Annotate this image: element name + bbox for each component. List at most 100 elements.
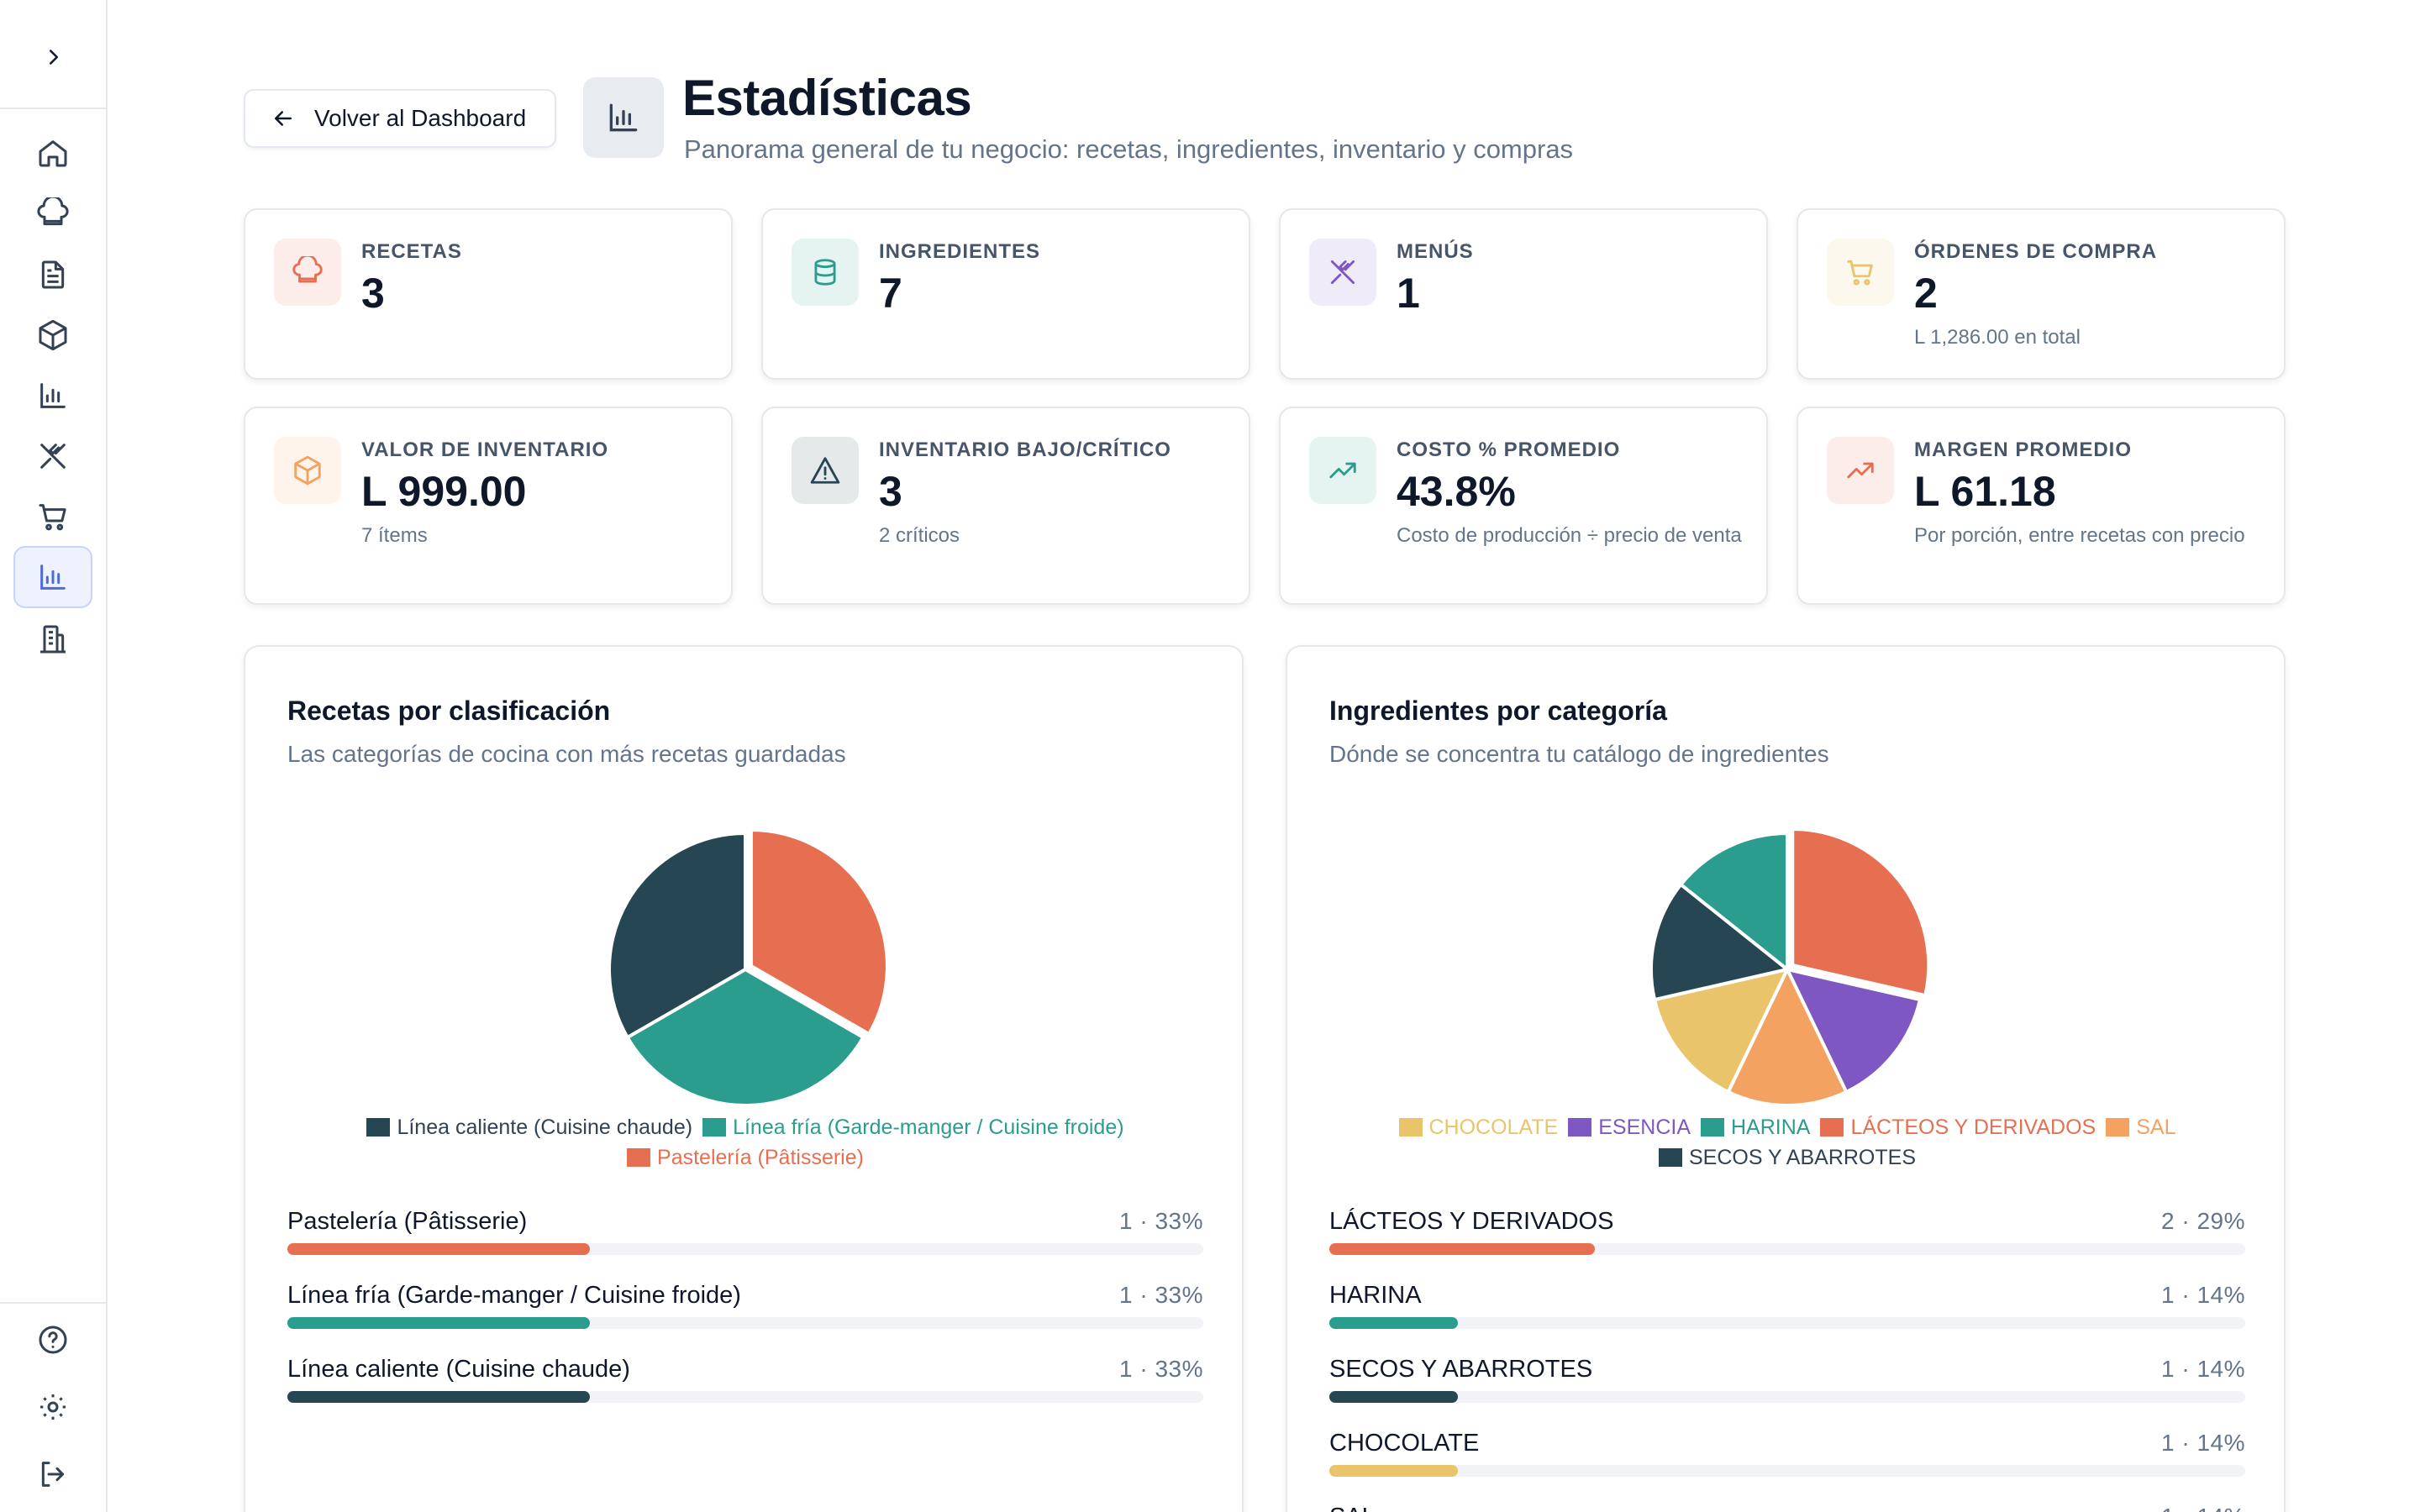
chef-hat-icon [274,239,341,306]
sidebar-help[interactable] [13,1309,92,1371]
legend-item[interactable]: Línea caliente (Cuisine chaude) [366,1112,692,1142]
category-label: HARINA [1329,1282,1422,1309]
legend-item[interactable]: SECOS Y ABARROTES [1658,1142,1916,1173]
pie-slice[interactable] [1784,967,1923,1095]
sidebar-item-documentos[interactable] [13,244,92,306]
box-icon [274,437,341,504]
panel-title: Ingredientes por categoría [1329,696,1667,726]
pie-slice[interactable] [1652,967,1791,1095]
category-count: 1 · 14% [2161,1504,2245,1512]
stat-card: COSTO % PROMEDIO 43.8% Costo de producci… [1279,407,1768,605]
pie-slice[interactable] [1678,831,1789,974]
sidebar-item-estadisticas[interactable] [13,546,92,608]
legend-swatch [1820,1118,1844,1137]
sidebar-divider [0,108,108,109]
legend-label: SAL [2136,1116,2176,1139]
sidebar-item-recetas[interactable] [13,183,92,245]
legend-item[interactable]: SAL [2106,1112,2176,1142]
category-label: LÁCTEOS Y DERIVADOS [1329,1208,1614,1235]
stat-label: MENÚS [1397,240,1474,263]
building-icon [40,625,66,654]
utensils-crossed-icon [1309,239,1376,306]
legend-item[interactable]: Pastelería (Pâtisserie) [627,1142,864,1173]
back-to-dashboard-button[interactable]: Volver al Dashboard [244,89,556,148]
stat-value: 43.8% [1397,468,1516,515]
pie-slice[interactable] [608,831,747,1040]
trending-up-icon [1309,437,1376,504]
legend-item[interactable]: CHOCOLATE [1398,1112,1559,1142]
sidebar-divider [0,1302,108,1304]
sidebar-settings[interactable] [13,1376,92,1438]
legend-label: Línea fría (Garde-manger / Cuisine froid… [733,1116,1124,1139]
legend-label: CHOCOLATE [1428,1116,1559,1139]
bar-fill [1329,1465,1458,1477]
stat-label: MARGEN PROMEDIO [1914,438,2133,461]
sidebar-item-menus[interactable] [13,425,92,487]
sidebar-item-empresa[interactable] [13,608,92,670]
pie-slice[interactable] [624,967,866,1107]
sidebar-item-home[interactable] [13,122,92,184]
stat-card: MENÚS 1 [1279,208,1768,380]
legend-item[interactable]: LÁCTEOS Y DERIVADOS [1820,1112,2096,1142]
stat-card: VALOR DE INVENTARIO L 999.00 7 ítems [244,407,733,605]
home-icon [39,140,67,167]
document-icon [41,260,65,289]
cart-icon [39,504,66,531]
pie-slice[interactable] [749,830,889,1037]
sidebar-item-reportes[interactable] [13,365,92,427]
stat-card: MARGEN PROMEDIO L 61.18 Por porción, ent… [1797,407,2286,605]
pie-slice[interactable] [1791,830,1931,998]
legend-swatch [1658,1148,1682,1167]
bar-fill [1329,1317,1458,1329]
bar-fill [1329,1243,1596,1255]
legend-item[interactable]: Línea fría (Garde-manger / Cuisine froid… [702,1112,1124,1142]
page-subtitle: Panorama general de tu negocio: recetas,… [684,134,1574,164]
legend-item[interactable]: ESENCIA [1568,1112,1691,1142]
bar-fill [287,1317,590,1329]
stat-value: 1 [1397,270,1420,317]
legend-label: Pastelería (Pâtisserie) [657,1146,864,1169]
legend-item[interactable]: HARINA [1701,1112,1810,1142]
stat-label: INVENTARIO BAJO/CRÍTICO [879,438,1171,461]
stat-value: 2 [1914,270,1938,317]
bar-chart-icon [40,383,66,408]
ingredientes-chart-panel: Ingredientes por categoría Dónde se conc… [1286,645,2286,1512]
category-label: SECOS Y ABARROTES [1329,1356,1593,1383]
bar-track [1329,1391,2245,1403]
recetas-legend: Línea caliente (Cuisine chaude) Línea frí… [279,1112,1212,1173]
category-count: 2 · 29% [2161,1208,2245,1234]
legend-label: LÁCTEOS Y DERIVADOS [1850,1116,2096,1139]
sidebar-item-compras[interactable] [13,486,92,548]
category-label: CHOCOLATE [1329,1430,1480,1457]
bar-chart-icon [583,77,664,158]
panel-subtitle: Dónde se concentra tu catálogo de ingred… [1329,741,1829,767]
legend-swatch [2106,1118,2130,1137]
recetas-chart-panel: Recetas por clasificación Las categorías… [244,645,1244,1512]
pie-slice[interactable] [1726,965,1849,1107]
stat-subtext: Por porción, entre recetas con precio [1914,524,2245,547]
pie-slice[interactable] [1649,882,1791,1002]
page-title: Estadísticas [682,70,972,126]
legend-label: HARINA [1731,1116,1811,1139]
bar-track [287,1317,1203,1329]
box-icon [39,319,67,351]
stat-subtext: L 1,286.00 en total [1914,326,2081,349]
category-count: 1 · 33% [1119,1282,1203,1308]
category-count: 1 · 33% [1119,1356,1203,1382]
legend-swatch [1701,1118,1724,1137]
legend-swatch [1568,1118,1592,1137]
ingredientes-legend: CHOCOLATE ESENCIA HARINA LÁCTEOS Y DERIVADO… [1321,1112,2254,1173]
bar-fill [1329,1391,1458,1403]
settings-icon [40,1394,66,1420]
chevron-right-icon[interactable] [34,37,74,77]
cart-icon [1827,239,1894,306]
legend-label: Línea caliente (Cuisine chaude) [397,1116,693,1139]
stat-card: INVENTARIO BAJO/CRÍTICO 3 2 críticos [761,407,1250,605]
bar-track [1329,1317,2245,1329]
database-icon [792,239,859,306]
trending-up-icon [1827,437,1894,504]
sidebar-logout[interactable] [13,1443,92,1505]
sidebar-item-inventario[interactable] [13,304,92,366]
legend-label: SECOS Y ABARROTES [1688,1146,1916,1169]
panel-title: Recetas por clasificación [287,696,611,726]
